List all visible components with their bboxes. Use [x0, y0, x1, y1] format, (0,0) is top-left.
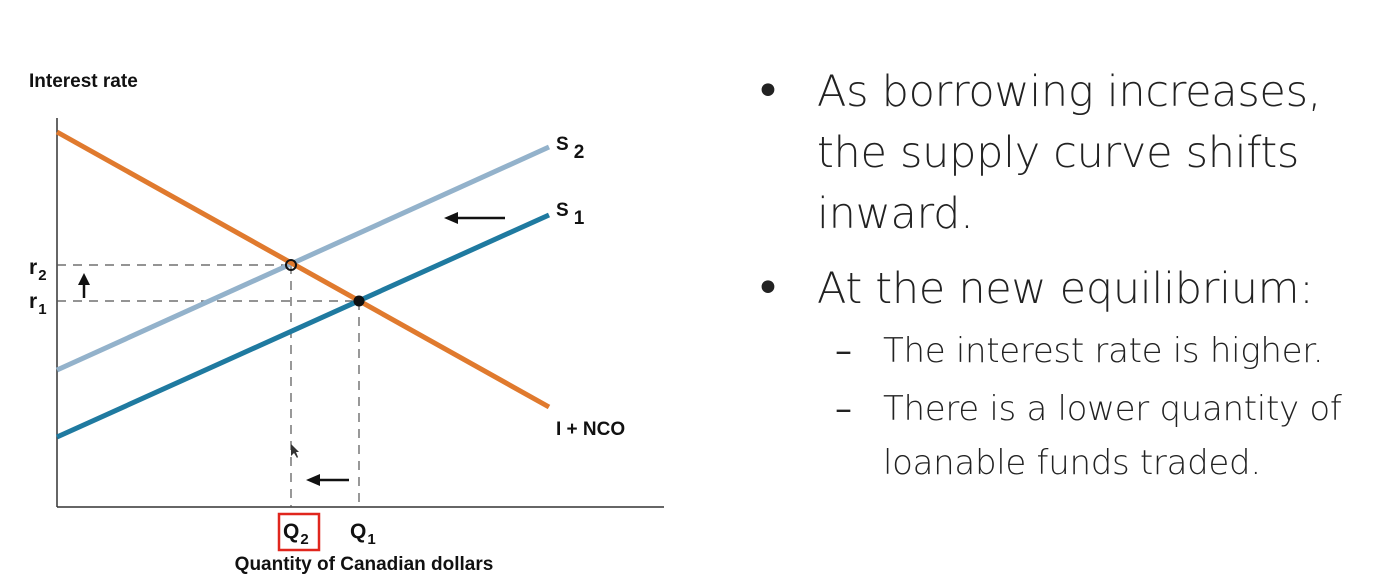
x-axis-title: Quantity of Canadian dollars [235, 554, 494, 575]
supply-curve-s2 [55, 144, 551, 373]
sub-marker: – [835, 331, 852, 371]
bullet-text: As borrowing increases, the supply curve… [817, 67, 1322, 239]
q2-highlight-box [277, 512, 321, 552]
bullet-list: • As borrowing increases, the supply cur… [755, 62, 1370, 490]
cursor-pointer-icon [291, 444, 299, 458]
loanable-funds-diagram: Interest rate Quantity of Canadian dolla… [29, 71, 664, 575]
new-equilibrium-point [285, 259, 297, 271]
subitem-text: The interest rate is higher. [883, 331, 1324, 371]
supply-curve-s1 [55, 212, 551, 440]
r2-tick-label: r2 [29, 256, 47, 284]
bullet-marker: • [755, 263, 781, 314]
quantity-decrease-arrow [306, 474, 349, 486]
bullet-marker: • [755, 66, 781, 117]
subitem-interest-higher: – The interest rate is higher. [835, 324, 1370, 378]
sub-marker: – [835, 389, 852, 429]
q1-tick-label: Q1 [350, 520, 376, 548]
demand-label: I + NCO [556, 419, 625, 440]
demand-curve [55, 129, 551, 410]
bullet-item-new-equilibrium: • At the new equilibrium: [755, 259, 1370, 320]
interest-rise-arrow [78, 273, 90, 298]
r1-tick-label: r1 [29, 290, 47, 318]
bullet-text: At the new equilibrium: [817, 264, 1314, 314]
subitem-text: There is a lower quantity of loanable fu… [883, 389, 1342, 483]
old-equilibrium-point [353, 295, 365, 307]
subitem-lower-quantity: – There is a lower quantity of loanable … [835, 382, 1370, 490]
supply-shift-arrow [444, 212, 505, 224]
bullet-item-supply-shift: • As borrowing increases, the supply cur… [755, 62, 1370, 245]
q2-tick-label: Q2 [283, 520, 309, 548]
y-axis-title: Interest rate [29, 71, 138, 92]
